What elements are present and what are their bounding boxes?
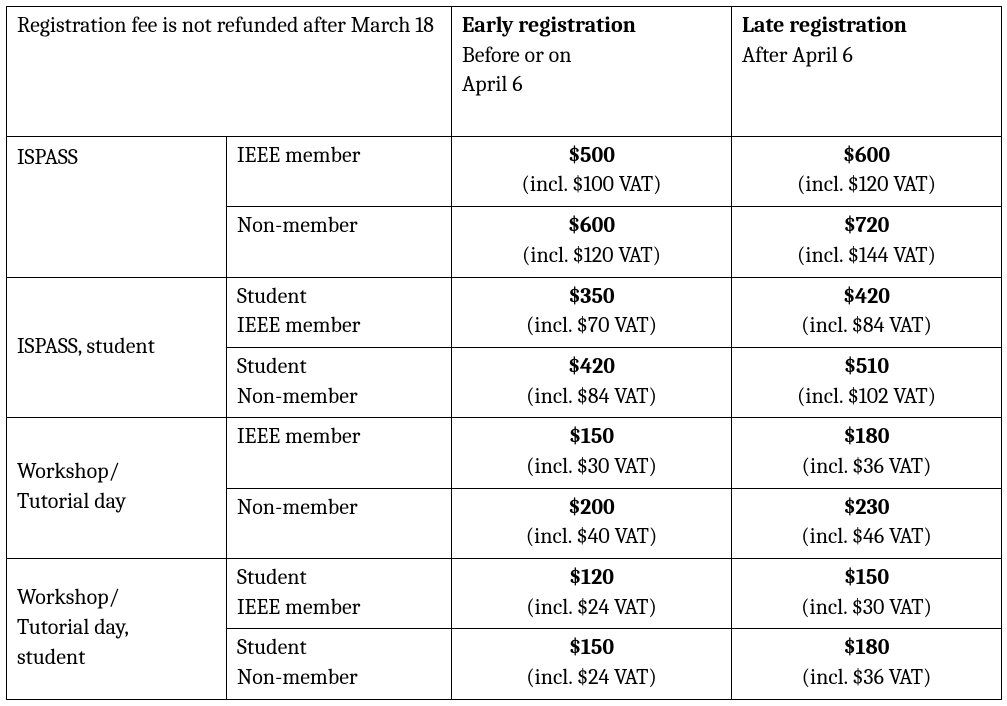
price-vat: (incl. $46 VAT) xyxy=(742,522,991,552)
late-reg-header: Late registration After April 6 xyxy=(732,7,1002,137)
price-vat: (incl. $120 VAT) xyxy=(742,170,991,200)
member-type-cell: Student Non-member xyxy=(227,629,452,699)
price-value: $180 xyxy=(742,633,991,663)
late-reg-title: Late registration xyxy=(742,11,991,41)
early-reg-sub2: April 6 xyxy=(462,70,721,100)
late-price-cell: $420 (incl. $84 VAT) xyxy=(732,277,1002,347)
price-vat: (incl. $100 VAT) xyxy=(462,170,721,200)
category-label: Tutorial day xyxy=(17,488,126,514)
price-value: $200 xyxy=(462,493,721,523)
price-value: $600 xyxy=(742,141,991,171)
price-vat: (incl. $24 VAT) xyxy=(462,663,721,693)
category-cell-workshop: Workshop/ Tutorial day xyxy=(7,418,227,559)
category-label: Tutorial day, xyxy=(17,614,129,640)
registration-fee-table: Registration fee is not refunded after M… xyxy=(6,6,1002,700)
member-type-label: Student xyxy=(237,353,307,379)
early-reg-sub1: Before or on xyxy=(462,41,721,71)
member-type-label: Student xyxy=(237,634,307,660)
price-value: $600 xyxy=(462,211,721,241)
early-price-cell: $120 (incl. $24 VAT) xyxy=(452,559,732,629)
price-value: $510 xyxy=(742,352,991,382)
category-label: ISPASS, student xyxy=(17,333,155,359)
early-price-cell: $150 (incl. $24 VAT) xyxy=(452,629,732,699)
price-value: $720 xyxy=(742,211,991,241)
early-reg-header: Early registration Before or on April 6 xyxy=(452,7,732,137)
price-vat: (incl. $36 VAT) xyxy=(742,663,991,693)
member-type-label: Student xyxy=(237,283,307,309)
price-vat: (incl. $84 VAT) xyxy=(742,311,991,341)
late-price-cell: $180 (incl. $36 VAT) xyxy=(732,418,1002,488)
price-value: $150 xyxy=(742,563,991,593)
price-value: $350 xyxy=(462,282,721,312)
table-row: Workshop/ Tutorial day, student Student … xyxy=(7,559,1002,629)
member-type-cell: Non-member xyxy=(227,207,452,277)
price-vat: (incl. $40 VAT) xyxy=(462,522,721,552)
late-price-cell: $720 (incl. $144 VAT) xyxy=(732,207,1002,277)
price-vat: (incl. $30 VAT) xyxy=(462,452,721,482)
price-value: $150 xyxy=(462,422,721,452)
member-type-label: Student xyxy=(237,564,307,590)
category-cell-workshop-student: Workshop/ Tutorial day, student xyxy=(7,559,227,700)
price-value: $120 xyxy=(462,563,721,593)
price-vat: (incl. $24 VAT) xyxy=(462,593,721,623)
member-type-label: Non-member xyxy=(237,494,358,520)
late-price-cell: $510 (incl. $102 VAT) xyxy=(732,347,1002,417)
member-type-label: Non-member xyxy=(237,212,358,238)
member-type-cell: Student IEEE member xyxy=(227,277,452,347)
early-price-cell: $500 (incl. $100 VAT) xyxy=(452,136,732,206)
price-value: $180 xyxy=(742,422,991,452)
member-type-label: IEEE member xyxy=(237,594,360,620)
member-type-cell: IEEE member xyxy=(227,418,452,488)
price-value: $150 xyxy=(462,633,721,663)
price-vat: (incl. $120 VAT) xyxy=(462,241,721,271)
early-price-cell: $350 (incl. $70 VAT) xyxy=(452,277,732,347)
price-value: $420 xyxy=(742,282,991,312)
early-price-cell: $200 (incl. $40 VAT) xyxy=(452,488,732,558)
table-row: Workshop/ Tutorial day IEEE member $150 … xyxy=(7,418,1002,488)
member-type-cell: IEEE member xyxy=(227,136,452,206)
member-type-label: IEEE member xyxy=(237,423,360,449)
member-type-cell: Non-member xyxy=(227,488,452,558)
early-price-cell: $150 (incl. $30 VAT) xyxy=(452,418,732,488)
member-type-cell: Student Non-member xyxy=(227,347,452,417)
member-type-label: Non-member xyxy=(237,383,358,409)
table-row: ISPASS, student Student IEEE member $350… xyxy=(7,277,1002,347)
category-cell-ispass: ISPASS xyxy=(7,136,227,277)
price-vat: (incl. $36 VAT) xyxy=(742,452,991,482)
price-vat: (incl. $84 VAT) xyxy=(462,382,721,412)
price-value: $230 xyxy=(742,493,991,523)
member-type-label: Non-member xyxy=(237,664,358,690)
table-header-row: Registration fee is not refunded after M… xyxy=(7,7,1002,137)
category-cell-ispass-student: ISPASS, student xyxy=(7,277,227,418)
category-label: Workshop/ xyxy=(17,584,119,610)
refund-note: Registration fee is not refunded after M… xyxy=(17,12,434,38)
late-price-cell: $150 (incl. $30 VAT) xyxy=(732,559,1002,629)
category-label: Workshop/ xyxy=(17,458,119,484)
price-vat: (incl. $30 VAT) xyxy=(742,593,991,623)
member-type-cell: Student IEEE member xyxy=(227,559,452,629)
late-price-cell: $180 (incl. $36 VAT) xyxy=(732,629,1002,699)
late-price-cell: $600 (incl. $120 VAT) xyxy=(732,136,1002,206)
late-reg-sub1: After April 6 xyxy=(742,41,991,71)
early-price-cell: $600 (incl. $120 VAT) xyxy=(452,207,732,277)
price-vat: (incl. $102 VAT) xyxy=(742,382,991,412)
member-type-label: IEEE member xyxy=(237,312,360,338)
price-vat: (incl. $70 VAT) xyxy=(462,311,721,341)
table-row: ISPASS IEEE member $500 (incl. $100 VAT)… xyxy=(7,136,1002,206)
member-type-label: IEEE member xyxy=(237,142,360,168)
category-label: ISPASS xyxy=(17,144,78,170)
category-label: student xyxy=(17,644,85,670)
late-price-cell: $230 (incl. $46 VAT) xyxy=(732,488,1002,558)
early-reg-title: Early registration xyxy=(462,11,721,41)
early-price-cell: $420 (incl. $84 VAT) xyxy=(452,347,732,417)
price-value: $500 xyxy=(462,141,721,171)
price-value: $420 xyxy=(462,352,721,382)
price-vat: (incl. $144 VAT) xyxy=(742,241,991,271)
refund-note-cell: Registration fee is not refunded after M… xyxy=(7,7,452,137)
